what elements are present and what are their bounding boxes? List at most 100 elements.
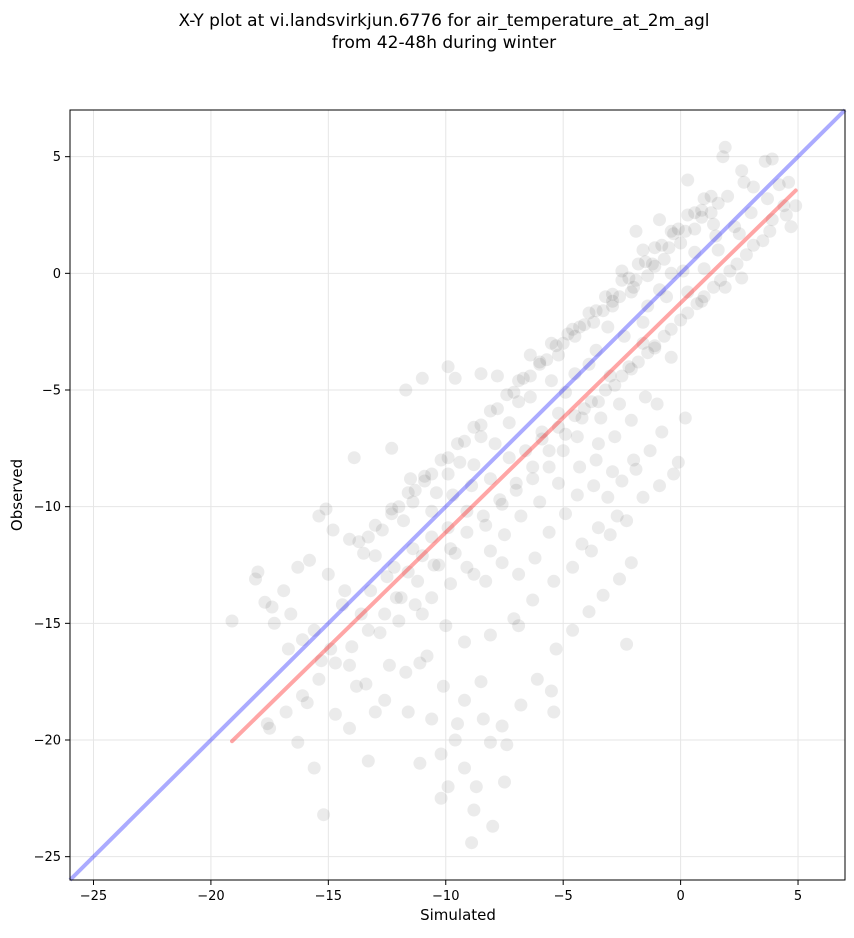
- scatter-point: [540, 353, 554, 367]
- scatter-point: [483, 628, 497, 642]
- scatter-point: [772, 178, 786, 192]
- scatter-point: [613, 290, 626, 304]
- scatter-point: [641, 299, 655, 313]
- scatter-point: [448, 546, 462, 560]
- scatter-point: [664, 224, 678, 238]
- scatter-point: [328, 656, 342, 670]
- scatter-point: [343, 532, 356, 546]
- scatter-point: [636, 243, 650, 257]
- scatter-point: [657, 329, 671, 343]
- scatter-point: [648, 241, 662, 255]
- scatter-point: [500, 388, 514, 402]
- scatter-point: [735, 164, 749, 178]
- scatter-point: [599, 290, 612, 304]
- scatter-point: [542, 525, 556, 539]
- scatter-point: [584, 544, 598, 558]
- scatter-point: [688, 245, 702, 259]
- scatter-point: [312, 672, 326, 686]
- scatter-point: [406, 542, 420, 556]
- scatter-point: [530, 672, 544, 686]
- scatter-point: [615, 369, 629, 383]
- scatter-point: [606, 299, 619, 313]
- scatter-point: [544, 684, 558, 698]
- x-axis-ticks: −25 −20 −15 −10 −5 0 5: [80, 880, 802, 904]
- scatter-point: [608, 378, 622, 392]
- scatter-point: [667, 467, 681, 481]
- scatter-point: [453, 455, 467, 469]
- scatter-point: [225, 614, 239, 628]
- scatter-point: [559, 385, 572, 399]
- scatter-point: [707, 217, 720, 231]
- scatter-point: [441, 521, 455, 535]
- scatter-point: [317, 808, 331, 822]
- scatter-point: [277, 584, 291, 598]
- x-tick-label: −10: [432, 889, 459, 904]
- y-tick-label: −20: [34, 734, 61, 749]
- scatter-point: [589, 304, 603, 318]
- scatter-point: [688, 222, 702, 236]
- scatter-point: [300, 696, 314, 710]
- scatter-point: [490, 402, 504, 416]
- scatter-point: [648, 339, 662, 353]
- scatter-point: [657, 252, 671, 266]
- scatter-point: [460, 560, 474, 574]
- scatter-point: [638, 255, 652, 269]
- scatter-point: [556, 444, 570, 458]
- scatter-point: [552, 348, 565, 362]
- scatter-point: [483, 735, 497, 749]
- scatter-point: [735, 271, 749, 285]
- scatter-point: [495, 497, 509, 511]
- scatter-point: [441, 467, 455, 481]
- scatter-point: [718, 280, 732, 294]
- scatter-point: [326, 523, 340, 537]
- scatter-point: [364, 584, 378, 598]
- scatter-point: [467, 567, 481, 581]
- scatter-point: [739, 248, 753, 262]
- scatter-point: [653, 283, 666, 297]
- scatter-point: [263, 721, 277, 735]
- y-tick-label: 0: [53, 267, 61, 282]
- scatter-point: [730, 257, 744, 271]
- x-tick-label: −20: [197, 889, 224, 904]
- scatter-point: [676, 264, 690, 278]
- scatter-point: [695, 210, 709, 224]
- scatter-point: [610, 509, 624, 523]
- scatter-point: [601, 490, 615, 504]
- scatter-point: [451, 717, 464, 731]
- scatter-point: [660, 290, 673, 304]
- scatter-point: [495, 556, 509, 570]
- scatter-point: [509, 476, 523, 490]
- scatter-point: [267, 616, 281, 630]
- scatter-point: [284, 607, 298, 621]
- scatter-point: [556, 336, 570, 350]
- scatter-point: [709, 229, 723, 243]
- scatter-point: [728, 220, 742, 234]
- scatter-point: [711, 243, 725, 257]
- x-tick-label: −15: [315, 889, 342, 904]
- scatter-point: [570, 430, 584, 444]
- scatter-point: [599, 383, 612, 397]
- scatter-point: [425, 712, 439, 726]
- identity-line: [68, 108, 847, 882]
- scatter-point: [603, 369, 617, 383]
- scatter-point: [784, 220, 798, 234]
- scatter-point: [655, 425, 669, 439]
- scatter-point: [575, 411, 589, 425]
- scatter-point: [622, 271, 636, 285]
- scatter-point: [347, 451, 361, 465]
- scatter-point: [624, 556, 638, 570]
- scatter-point: [467, 458, 481, 472]
- scatter-point: [307, 761, 321, 775]
- scatter-point: [498, 528, 511, 542]
- scatter-point: [566, 560, 580, 574]
- scatter-point: [350, 679, 363, 693]
- scatter-point: [444, 577, 457, 591]
- scatter-point: [458, 761, 471, 775]
- chart-title-line-1: X-Y plot at vi.landsvirkjun.6776 for air…: [178, 11, 709, 31]
- scatter-point: [718, 140, 732, 154]
- scatter-point: [479, 574, 493, 588]
- grid: [70, 110, 845, 880]
